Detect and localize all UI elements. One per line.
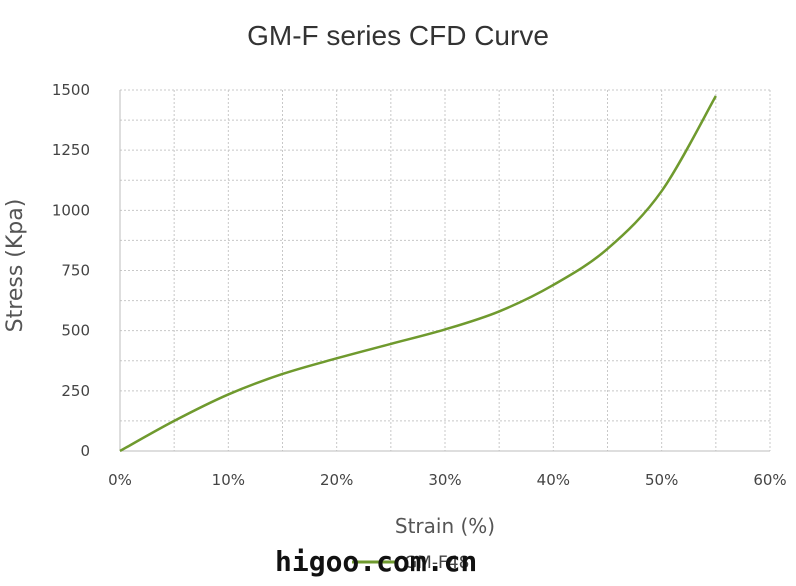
x-axis-title: Strain (%) <box>395 514 495 538</box>
series-layer <box>119 95 717 453</box>
axis-labels: 0% 10% 20% 30% 40% 50% 60% 0 250 500 750 1000 1250 15… <box>3 81 787 538</box>
legend-label: GM-F48 <box>404 553 469 573</box>
x-tick-label: 40% <box>537 471 570 489</box>
axes <box>119 90 770 452</box>
x-tick-label: 30% <box>428 471 461 489</box>
x-tick-label: 50% <box>645 471 678 489</box>
y-tick-label: 250 <box>61 382 90 400</box>
x-tick-label: 20% <box>320 471 353 489</box>
y-tick-label: 0 <box>80 442 90 460</box>
series-line-0 <box>119 95 717 453</box>
legend: GM-F48 <box>352 553 469 573</box>
y-tick-label: 500 <box>61 322 90 340</box>
y-tick-label: 1500 <box>52 81 90 99</box>
x-tick-label: 60% <box>753 471 786 489</box>
y-tick-label: 750 <box>61 262 90 280</box>
y-tick-label: 1000 <box>52 201 90 219</box>
chart-title: GM-F series CFD Curve <box>247 20 549 51</box>
grid <box>120 89 771 451</box>
x-tick-label: 0% <box>108 471 132 489</box>
y-axis-title: Stress (Kpa) <box>3 199 28 333</box>
y-tick-label: 1250 <box>52 141 90 159</box>
watermark-text: higoo.com.cn <box>275 545 478 578</box>
x-tick-label: 10% <box>212 471 245 489</box>
